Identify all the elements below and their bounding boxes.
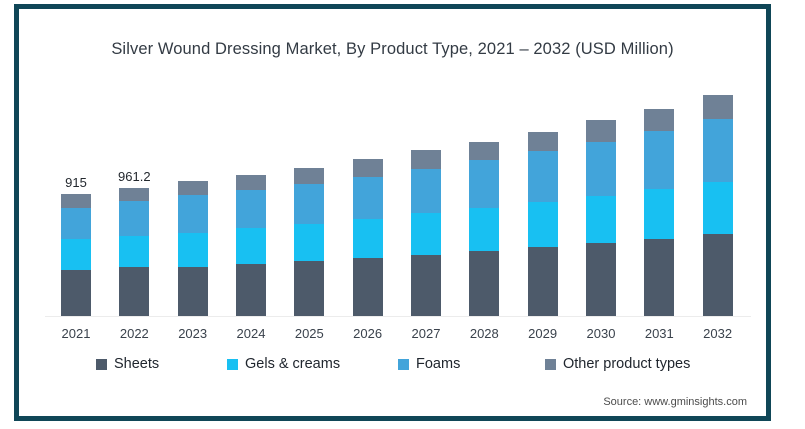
bar-2031-segment-foams — [644, 130, 675, 190]
bar-2023-segment-foams — [177, 195, 208, 233]
bar-2030-segment-foams — [585, 141, 616, 196]
legend: Sheets Gels & creams Foams Other product… — [0, 356, 805, 376]
bar-2026-segment-gels-creams — [352, 218, 383, 259]
bar-2026-segment-other-product-types — [352, 159, 383, 177]
bar-2028-segment-gels-creams — [469, 207, 500, 252]
x-tick-label-2025: 2025 — [294, 326, 324, 341]
legend-label-other-product-types: Other product types — [563, 356, 691, 372]
bar-2023-segment-sheets — [177, 266, 208, 316]
bar-2031 — [644, 108, 675, 316]
bar-2024-segment-sheets — [235, 264, 266, 316]
bar-2032-segment-sheets — [702, 234, 733, 316]
bar-2025-segment-foams — [294, 184, 325, 224]
x-tick-label-2032: 2032 — [703, 326, 733, 341]
x-tick-label-2028: 2028 — [469, 326, 499, 341]
bar-2024-segment-gels-creams — [235, 228, 266, 264]
bar-2026 — [352, 159, 383, 316]
bar-2029-segment-sheets — [527, 247, 558, 316]
bar-2027 — [410, 150, 441, 316]
bar-2028 — [469, 141, 500, 316]
x-tick-label-2027: 2027 — [411, 326, 441, 341]
bar-2022: 961.2 — [118, 169, 151, 316]
bar-2022-segment-gels-creams — [119, 235, 150, 267]
bar-2030-segment-other-product-types — [585, 120, 616, 142]
legend-label-foams: Foams — [416, 356, 461, 372]
x-tick-label-2026: 2026 — [353, 326, 383, 341]
bar-2022-segment-sheets — [119, 266, 150, 316]
bar-2027-segment-sheets — [410, 254, 441, 316]
bar-2027-segment-foams — [410, 168, 441, 214]
bar-2024 — [235, 174, 266, 316]
legend-item-foams: Foams — [398, 356, 460, 372]
x-tick-label-2030: 2030 — [586, 326, 616, 341]
legend-item-sheets: Sheets — [96, 356, 159, 372]
bar-2024-segment-foams — [235, 189, 266, 229]
bar-2021: 915 — [61, 175, 91, 316]
legend-item-other-product-types: Other product types — [545, 356, 690, 372]
x-tick-label-2029: 2029 — [528, 326, 558, 341]
bar-2025 — [294, 167, 325, 316]
bar-2032-segment-gels-creams — [702, 182, 733, 235]
bar-2022-segment-other-product-types — [119, 187, 150, 201]
legend-swatch-gels-creams-icon — [227, 358, 238, 370]
bar-2031-segment-sheets — [644, 239, 675, 316]
bar-2029-segment-other-product-types — [527, 131, 558, 152]
bar-2021-segment-foams — [61, 207, 91, 240]
bar-2028-segment-other-product-types — [469, 141, 500, 161]
bar-2032-segment-other-product-types — [702, 95, 733, 120]
bar-value-label-2022: 961.2 — [118, 168, 151, 184]
bar-2027-segment-other-product-types — [410, 150, 441, 169]
bar-value-label-2021: 915 — [65, 175, 87, 190]
bar-2029 — [527, 131, 558, 316]
bar-2025-segment-sheets — [294, 261, 325, 316]
bar-2023-segment-other-product-types — [177, 180, 208, 196]
legend-swatch-other-product-types-icon — [545, 358, 556, 370]
bar-2023-segment-gels-creams — [177, 232, 208, 267]
bar-2030-segment-sheets — [585, 243, 616, 316]
bar-2026-segment-sheets — [352, 258, 383, 316]
bar-2024-segment-other-product-types — [235, 174, 266, 190]
bar-2026-segment-foams — [352, 176, 383, 219]
bar-2021-segment-gels-creams — [61, 239, 91, 271]
legend-item-gels-creams: Gels & creams — [227, 356, 340, 372]
bar-2030 — [585, 120, 616, 316]
legend-swatch-sheets-icon — [96, 358, 107, 370]
legend-label-sheets: Sheets — [114, 356, 160, 372]
x-tick-label-2031: 2031 — [644, 326, 674, 341]
bar-2021-segment-sheets — [61, 270, 91, 316]
legend-label-gels-creams: Gels & creams — [245, 356, 341, 372]
bar-2023 — [177, 180, 208, 316]
bar-2025-segment-other-product-types — [294, 167, 325, 185]
plot-area: 915 2021 961.2 2022 2023 2024 2025 2026 2027 2028… — [45, 90, 751, 341]
legend-swatch-foams-icon — [398, 358, 409, 370]
chart-title: Silver Wound Dressing Market, By Product… — [111, 40, 674, 58]
bar-2022-segment-foams — [119, 200, 150, 236]
x-tick-label-2022: 2022 — [119, 326, 149, 341]
bar-2031-segment-other-product-types — [644, 108, 675, 131]
bar-2030-segment-gels-creams — [585, 195, 616, 244]
x-tick-label-2024: 2024 — [236, 326, 266, 341]
x-tick-label-2021: 2021 — [61, 326, 91, 341]
bar-2032 — [702, 95, 733, 316]
bar-2027-segment-gels-creams — [410, 213, 441, 255]
source-text: Source: www.gminsights.com — [603, 396, 747, 408]
bar-2021-segment-other-product-types — [61, 194, 91, 208]
x-tick-label-2023: 2023 — [178, 326, 208, 341]
bar-2029-segment-foams — [527, 151, 558, 202]
bar-2029-segment-gels-creams — [527, 201, 558, 248]
bar-2028-segment-sheets — [469, 251, 500, 316]
bar-2032-segment-foams — [702, 119, 733, 182]
bar-2025-segment-gels-creams — [294, 223, 325, 262]
bar-2028-segment-foams — [469, 160, 500, 208]
bar-2031-segment-gels-creams — [644, 189, 675, 240]
